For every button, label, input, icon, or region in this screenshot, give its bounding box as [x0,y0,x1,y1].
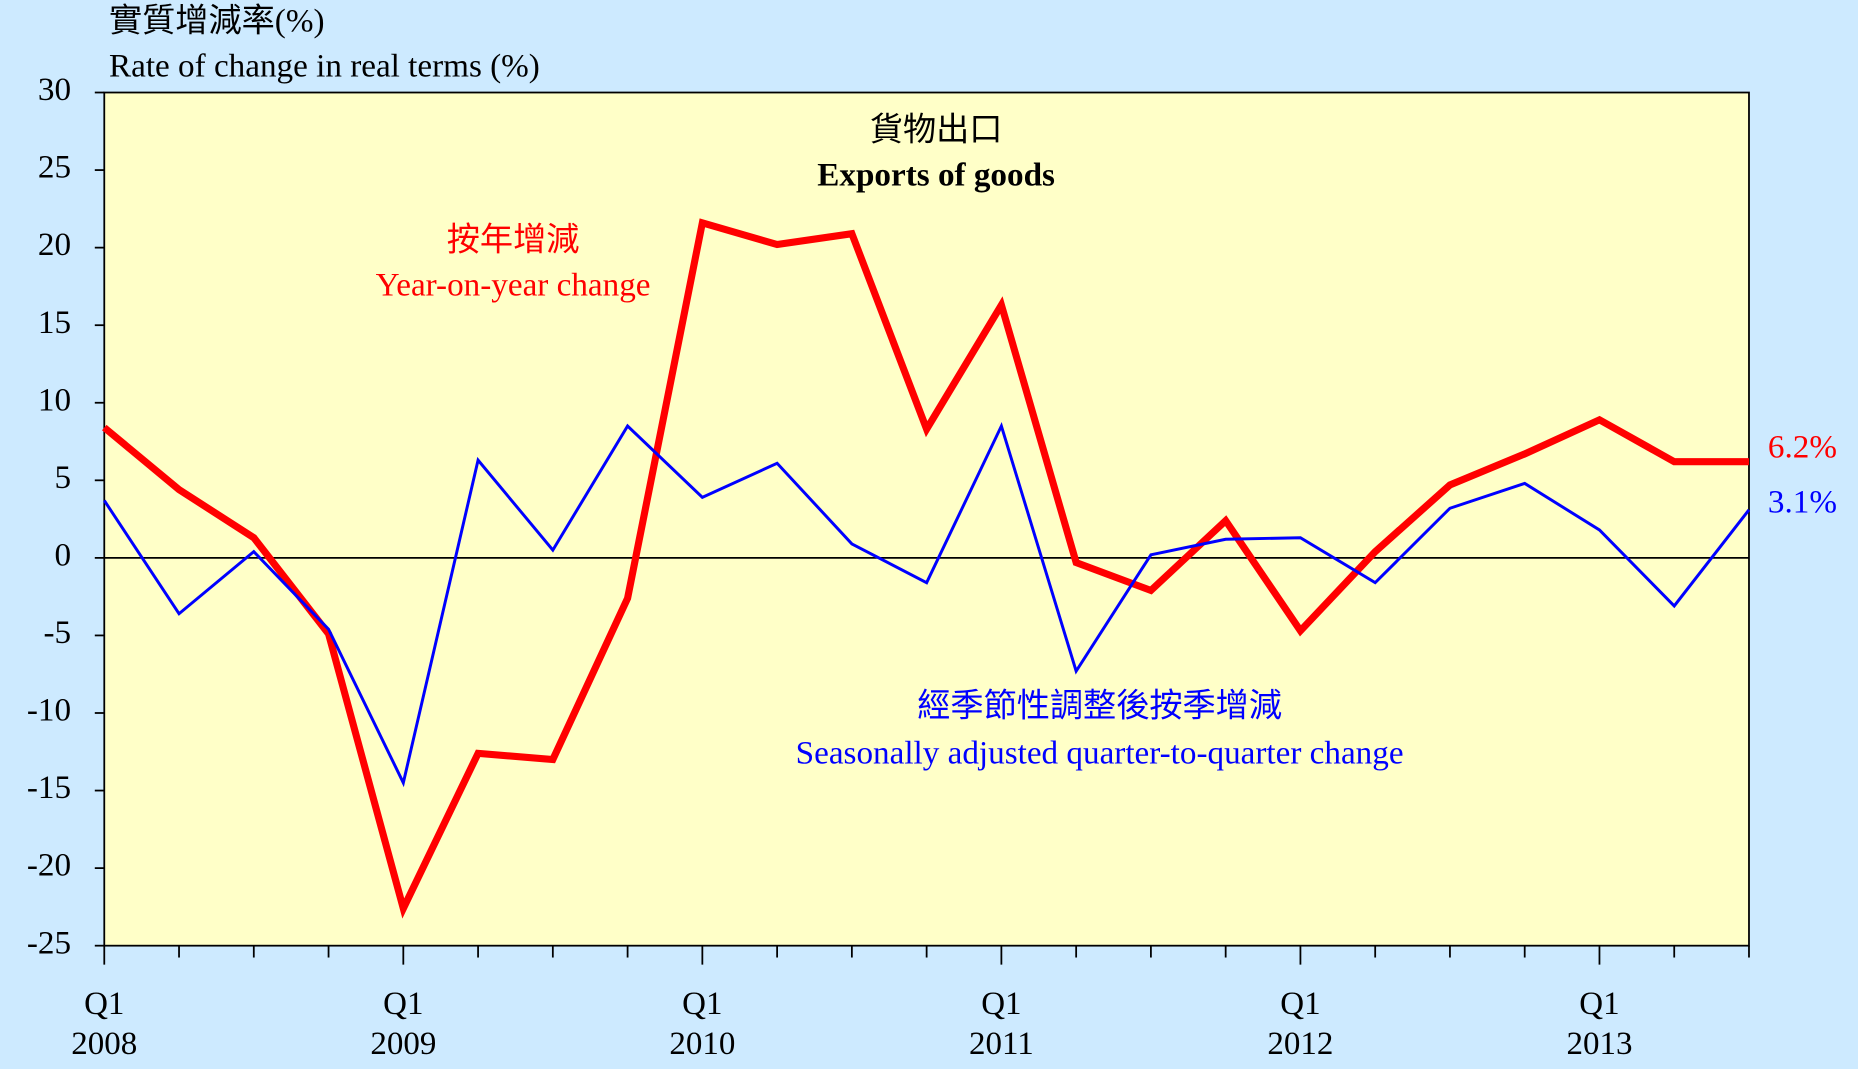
y-tick-label: 25 [38,149,71,186]
plot-area [103,91,1750,947]
y-tick-label: -25 [27,924,71,961]
y-tick-label: 30 [38,71,71,108]
y-axis-label: 實質增減率(%) [109,2,324,39]
x-tick-label: Q1 2008 [71,985,138,1062]
y-tick-label: 0 [55,536,72,573]
value-label: 6.2% [1768,428,1837,465]
y-axis-label-en: Rate of change in real terms (%) [109,47,540,84]
y-tick-label: -20 [27,847,71,884]
y-tick-label: 20 [38,226,71,263]
y-tick-label: 5 [55,459,72,496]
series-line [103,421,1751,788]
y-tick-label: -15 [27,769,71,806]
x-tick-label: Q1 2012 [1267,985,1334,1062]
series-label: Seasonally adjusted quarter-to-quarter c… [796,735,1404,772]
y-tick-label: 10 [38,381,71,418]
series-line [102,218,1749,919]
series-label-zh: 經季節性調整後按季增減 [917,687,1282,724]
series-label: Year-on-year change [376,267,651,304]
x-tick-label: Q1 2013 [1566,985,1633,1062]
x-tick-label: Q1 2011 [968,985,1034,1062]
value-label: 3.1% [1768,484,1837,521]
x-tick-label: Q1 2010 [669,985,736,1062]
y-tick-label: -10 [27,692,71,729]
chart-title: 貨物出口 [870,111,1003,148]
chart-subtitle: Exports of goods [817,156,1055,193]
y-tick-label: 15 [38,304,71,341]
series-label-zh: 按年增減 [447,222,580,259]
y-tick-label: -5 [43,614,71,651]
x-tick-label: Q1 2009 [370,985,437,1062]
